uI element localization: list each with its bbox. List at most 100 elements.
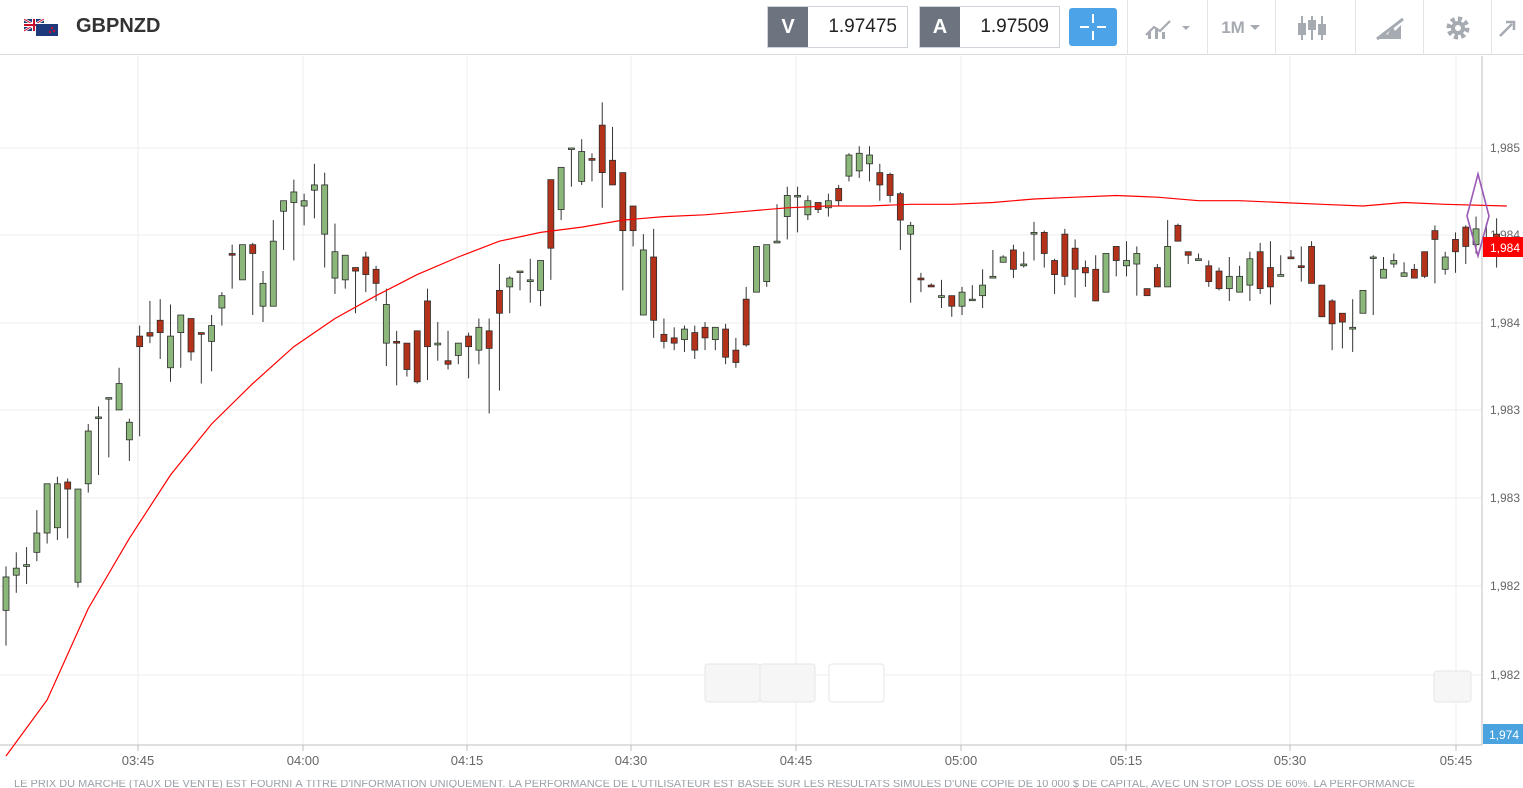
- candle: [1297, 246, 1305, 282]
- candle-body: [434, 342, 442, 346]
- time-tick-label: 04:00: [287, 753, 320, 768]
- sell-price-button[interactable]: V 1.97475: [767, 6, 908, 48]
- candle-body: [1164, 246, 1172, 288]
- scroll-end-button[interactable]: [1433, 670, 1472, 703]
- candle-body: [557, 166, 565, 210]
- candle: [1410, 264, 1418, 279]
- candle: [187, 318, 195, 361]
- chart-type-button[interactable]: [1127, 0, 1207, 55]
- reset-view-button[interactable]: [828, 663, 885, 703]
- candle: [54, 476, 61, 541]
- candle: [1452, 232, 1459, 273]
- candle: [465, 332, 473, 379]
- candle: [948, 295, 956, 317]
- candle-body: [650, 256, 658, 321]
- candle: [1339, 312, 1346, 349]
- candle: [516, 270, 524, 291]
- candle-body: [1123, 260, 1130, 267]
- candle: [1267, 241, 1274, 305]
- zoom-in-button[interactable]: [759, 663, 816, 703]
- candle-body: [1349, 326, 1357, 330]
- draw-tools-button[interactable]: [1355, 0, 1423, 55]
- crosshair-icon: [1080, 14, 1106, 40]
- gb-nz-flag-icon: [24, 19, 58, 36]
- candle: [1308, 241, 1315, 284]
- candle-body: [598, 124, 606, 174]
- timeframe-dropdown[interactable]: 1M: [1207, 0, 1275, 55]
- settings-button[interactable]: [1423, 0, 1491, 55]
- candle: [537, 260, 544, 307]
- price-tick-label: 1,984: [1490, 316, 1520, 330]
- candle: [208, 315, 216, 372]
- candle: [1061, 228, 1069, 286]
- candle-body: [948, 295, 956, 307]
- candle-body: [362, 256, 370, 275]
- candle-body: [568, 147, 575, 150]
- candle: [753, 246, 760, 293]
- price-tick-label: 1,985: [1490, 141, 1520, 155]
- candle-body: [424, 300, 431, 348]
- candles-button[interactable]: [1275, 0, 1355, 55]
- candle: [938, 279, 945, 308]
- zoom-out-button[interactable]: [704, 663, 761, 703]
- candle: [1441, 251, 1449, 275]
- candle: [1082, 260, 1089, 287]
- candle-body: [1236, 275, 1243, 293]
- candle: [927, 283, 935, 288]
- candle: [1236, 265, 1243, 293]
- candle-body: [485, 330, 493, 349]
- candle-body: [588, 158, 596, 161]
- candle: [907, 221, 915, 303]
- candle-body: [1051, 260, 1058, 275]
- candle: [125, 418, 133, 461]
- candle: [331, 223, 339, 294]
- candle-body: [74, 488, 82, 583]
- candle-body: [1359, 289, 1367, 314]
- candle-body: [64, 481, 72, 490]
- lower-price-tag: 1,974: [1483, 724, 1523, 744]
- candle-body: [681, 328, 688, 341]
- candle: [557, 166, 565, 221]
- candle: [804, 195, 812, 221]
- candle: [773, 204, 781, 244]
- buy-price-button[interactable]: A 1.97509: [919, 6, 1060, 48]
- candle: [1184, 251, 1192, 265]
- price-tick-label: 1,983: [1490, 491, 1520, 505]
- crosshair-button[interactable]: [1069, 8, 1117, 46]
- candle: [979, 269, 986, 308]
- time-tick-label: 05:00: [945, 753, 978, 768]
- buy-label: A: [920, 7, 960, 47]
- candle-body: [1010, 249, 1017, 270]
- candle: [382, 288, 390, 366]
- candle-body: [33, 532, 41, 553]
- price-chart[interactable]: 1,985 1,984 1,984 1,983 1,983 1,982 1,982 03:4…: [0, 56, 1523, 780]
- candle-body: [1380, 268, 1387, 279]
- expand-button[interactable]: [1491, 0, 1523, 55]
- candle-body: [1205, 265, 1213, 283]
- candle: [1400, 262, 1408, 277]
- candle: [64, 478, 72, 539]
- candle: [1215, 267, 1223, 291]
- candle: [74, 488, 82, 588]
- candle-body: [516, 270, 524, 273]
- candle-body: [1092, 268, 1100, 302]
- candle: [393, 330, 401, 386]
- candle-body: [773, 240, 781, 244]
- candle: [968, 285, 976, 302]
- candle: [917, 272, 925, 293]
- candle: [105, 397, 113, 458]
- candle: [1112, 246, 1120, 277]
- candle-body: [1246, 258, 1254, 286]
- candle: [197, 332, 205, 384]
- candle-body: [845, 154, 853, 177]
- candle: [413, 330, 421, 384]
- candle-body: [259, 282, 267, 307]
- candle-body: [12, 567, 20, 576]
- candle-body: [619, 172, 627, 232]
- candle: [1133, 246, 1141, 296]
- candle-body: [1308, 246, 1315, 284]
- candle: [1369, 255, 1377, 316]
- candle: [598, 102, 606, 208]
- candle-body: [629, 205, 637, 232]
- lower-marker-label: 1,974: [1489, 728, 1519, 742]
